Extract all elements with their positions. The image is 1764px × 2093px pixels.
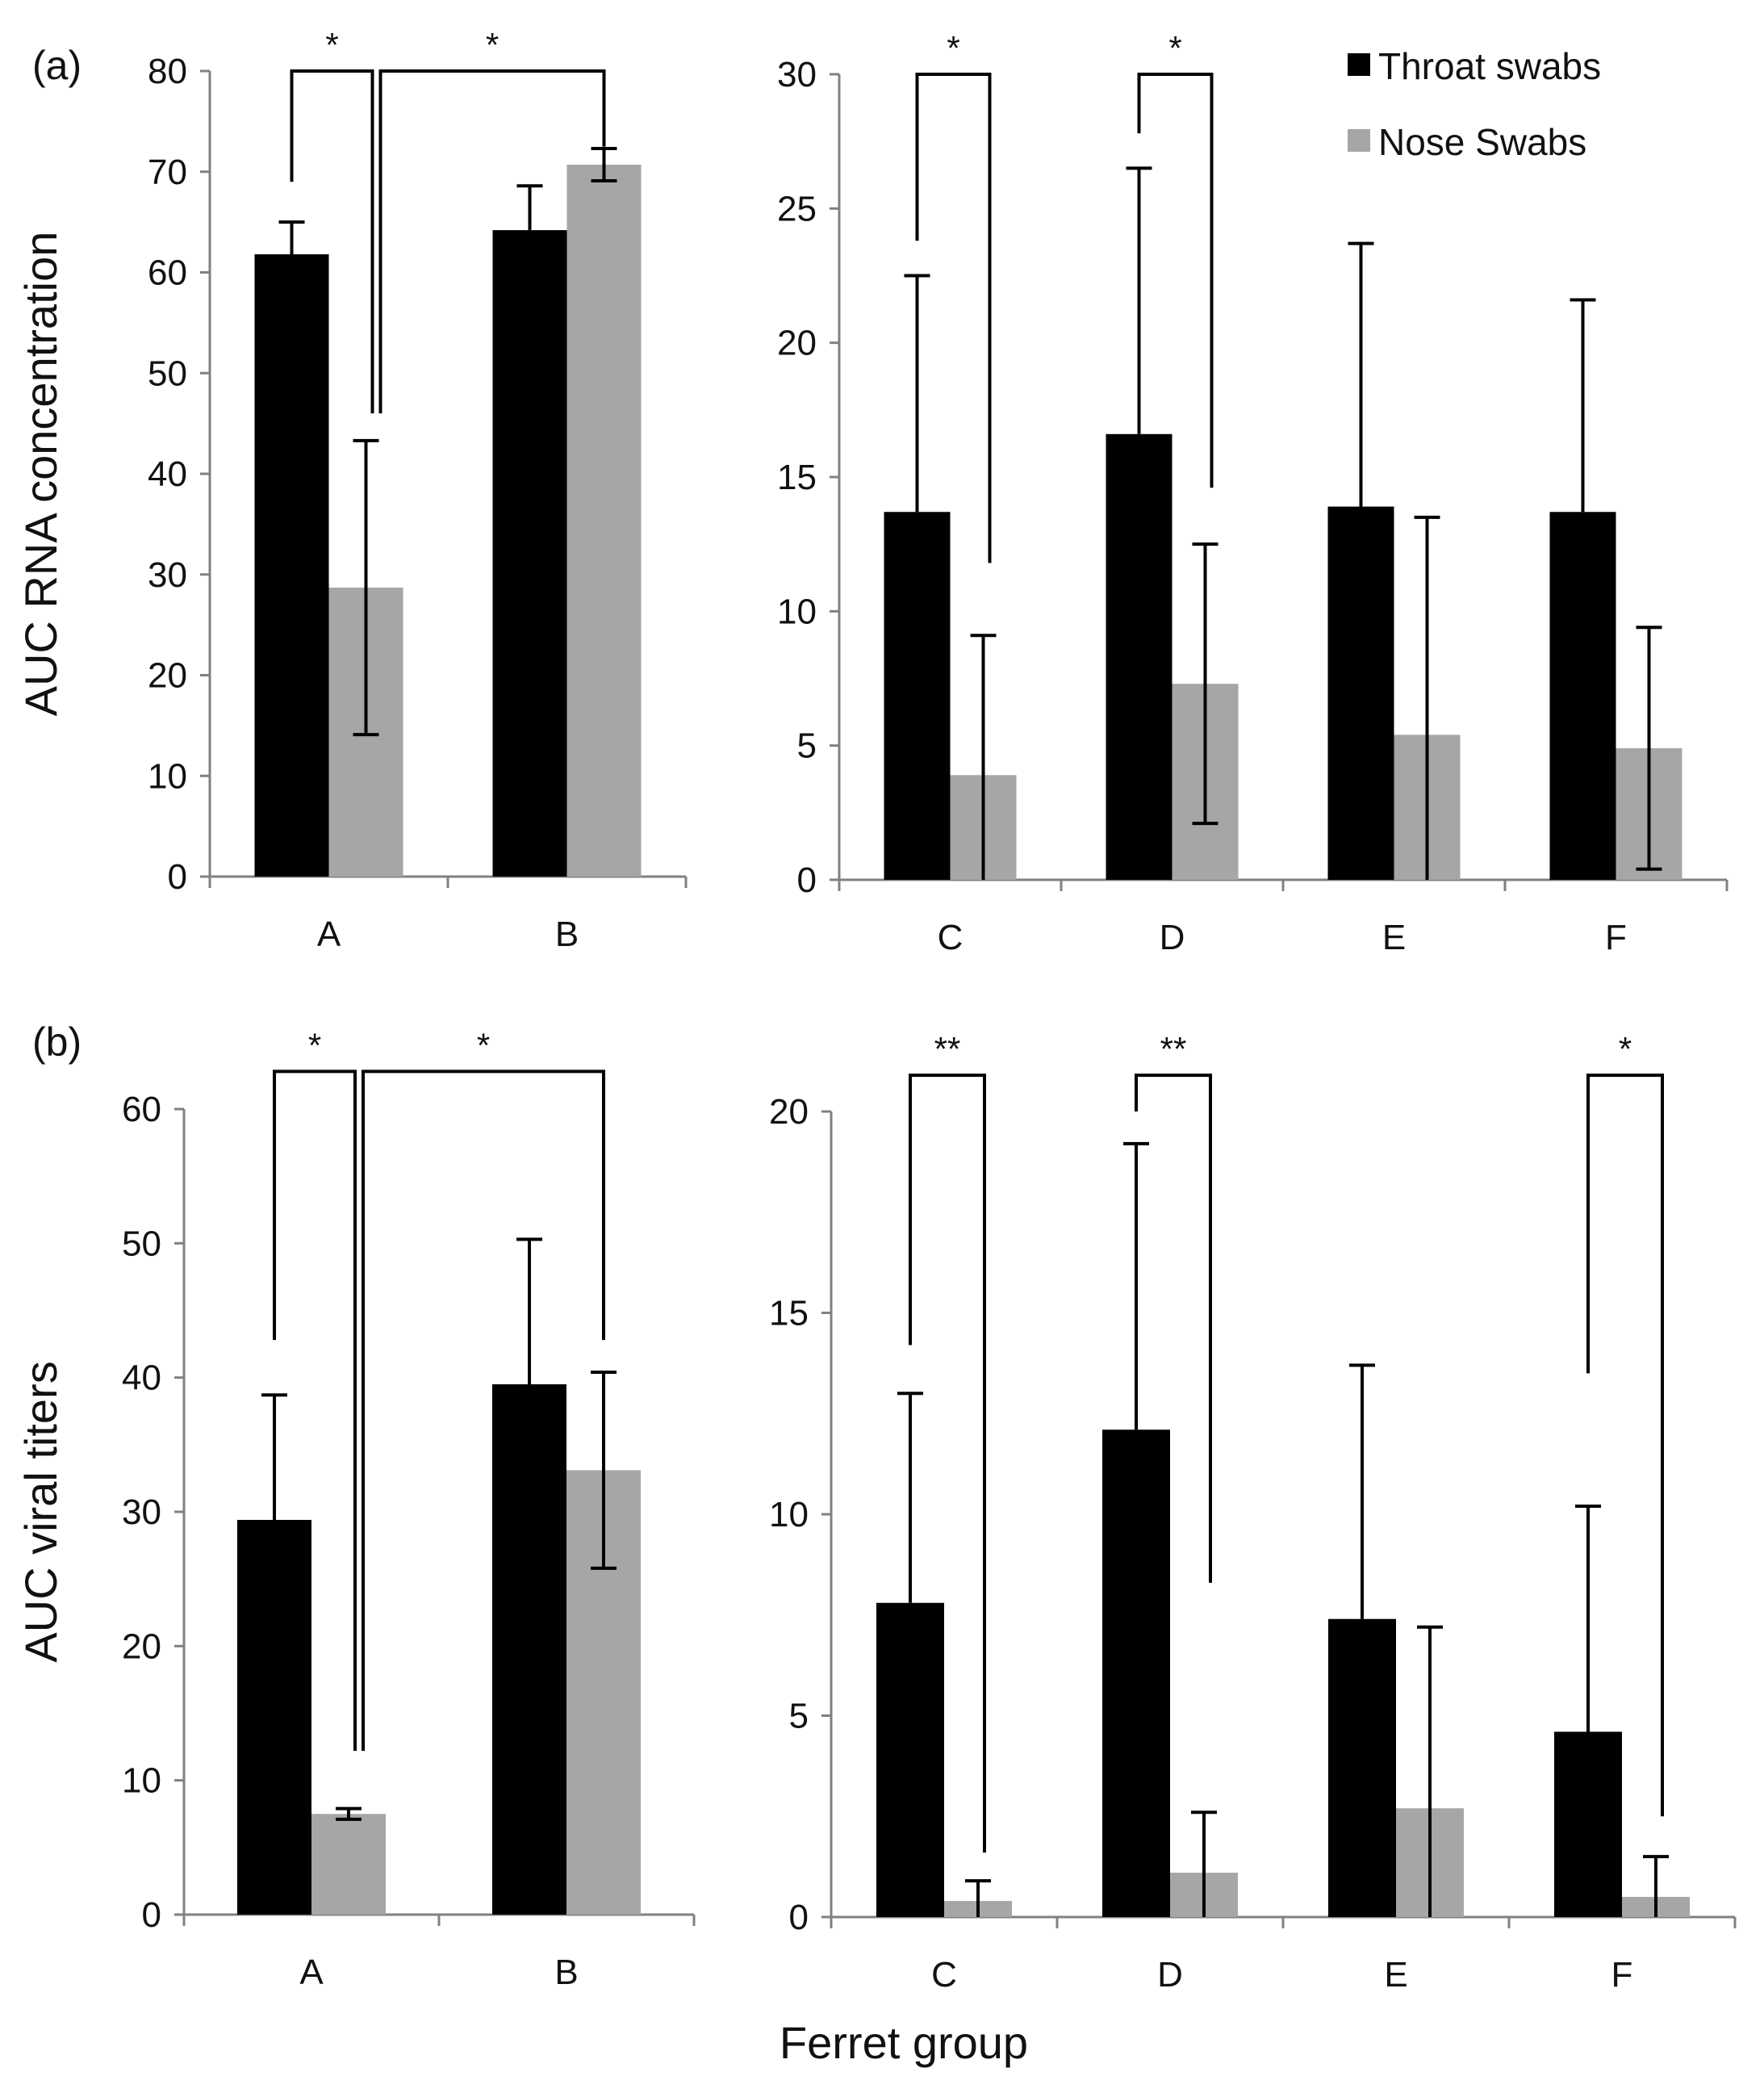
bar-throat-swabs-A (237, 1519, 311, 1915)
x-tick-label: E (1384, 1955, 1407, 1995)
bar-throat-swabs-E (1327, 506, 1394, 880)
x-tick-label: F (1611, 1955, 1633, 1995)
bar-throat-swabs-B (492, 230, 567, 877)
y-tick-label: 50 (122, 1224, 161, 1263)
y-tick-label: 0 (789, 1898, 809, 1937)
bar-nose-swabs-B (566, 165, 642, 877)
y-tick-label: 20 (769, 1092, 809, 1132)
y-tick-label: 15 (777, 458, 817, 497)
y-tick-label: 20 (148, 656, 187, 696)
y-tick-label: 10 (122, 1761, 161, 1801)
x-tick-label: D (1157, 1955, 1183, 1995)
x-tick-label: A (317, 915, 341, 954)
y-tick-label: 70 (148, 153, 187, 192)
panel-label: (b) (32, 1019, 82, 1065)
chart-b-left: 0 10 20 30 40 50 60 A B * * (b) AUC viral titers (15, 1019, 696, 1992)
significance-bracket (378, 69, 606, 414)
legend-label-throat: Throat swabs (1378, 45, 1601, 87)
y-tick-label: 10 (769, 1495, 809, 1534)
significance-bracket (1135, 1074, 1212, 1583)
x-tick-label: F (1605, 918, 1627, 957)
legend-swatch-nose (1348, 129, 1370, 152)
y-tick-label: 40 (122, 1358, 161, 1398)
x-tick-label: B (554, 1953, 578, 1992)
y-tick-label: 10 (148, 756, 187, 796)
y-tick-label: 20 (777, 324, 817, 363)
bar-nose-swabs-A (311, 1814, 386, 1915)
bar-throat-swabs-A (254, 254, 329, 877)
significance-label: * (308, 1026, 321, 1064)
y-tick-label: 10 (777, 592, 817, 631)
chart-a-left: 0 10 20 30 40 50 60 70 80 A B * * (a) AUC RNA concentr… (15, 26, 688, 954)
x-tick-label: D (1160, 918, 1185, 957)
significance-label: ** (1160, 1030, 1187, 1068)
y-tick-label: 60 (148, 253, 187, 293)
y-tick-label: 30 (122, 1492, 161, 1532)
bar-throat-swabs-D (1102, 1430, 1170, 1917)
y-tick-label: 15 (769, 1294, 809, 1333)
y-tick-label: 40 (148, 454, 187, 494)
x-tick-label: C (931, 1955, 957, 1995)
y-tick-label: 20 (122, 1626, 161, 1666)
y-tick-label: 0 (142, 1895, 161, 1935)
significance-bracket (273, 1070, 357, 1752)
x-tick-label: E (1382, 918, 1406, 957)
bar-throat-swabs-F (1554, 1731, 1622, 1917)
x-tick-label: A (299, 1953, 324, 1992)
significance-label: * (486, 26, 499, 64)
significance-bracket (1137, 73, 1214, 488)
bar-throat-swabs-C (876, 1602, 944, 1917)
y-tick-label: 80 (148, 52, 187, 91)
significance-bracket (909, 1074, 986, 1853)
significance-label: ** (934, 1030, 961, 1068)
significance-label: * (477, 1026, 490, 1064)
legend-swatch-throat (1348, 53, 1370, 76)
bar-throat-swabs-D (1106, 433, 1173, 880)
significance-label: * (1168, 29, 1181, 67)
significance-label: * (947, 29, 959, 67)
y-tick-label: 60 (122, 1090, 161, 1129)
legend-label-nose: Nose Swabs (1378, 121, 1586, 163)
significance-label: * (1619, 1030, 1632, 1068)
bar-throat-swabs-C (884, 512, 951, 880)
x-tick-label: C (938, 918, 964, 957)
significance-bracket (915, 73, 992, 563)
panel-label: (a) (32, 43, 82, 88)
y-tick-label: 25 (777, 189, 817, 228)
y-tick-label: 30 (777, 55, 817, 94)
significance-bracket (1586, 1074, 1664, 1817)
y-tick-label: 5 (789, 1697, 809, 1736)
y-tick-label: 5 (797, 726, 817, 766)
y-axis-title: AUC RNA concentration (15, 232, 66, 717)
significance-label: * (325, 26, 338, 64)
x-axis-title: Ferret group (780, 2017, 1028, 2068)
bar-throat-swabs-F (1549, 512, 1616, 880)
bar-throat-swabs-B (492, 1383, 566, 1915)
significance-bracket (362, 1070, 605, 1752)
legend: Throat swabs Nose Swabs (1348, 45, 1601, 163)
chart-a-right: 0 5 10 15 20 25 30 C D E F * * (777, 29, 1728, 957)
y-tick-label: 0 (797, 860, 817, 900)
y-axis-title: AUC viral titers (15, 1361, 66, 1662)
y-tick-label: 0 (168, 857, 187, 897)
y-tick-label: 50 (148, 354, 187, 393)
x-tick-label: B (555, 915, 579, 954)
bar-throat-swabs-E (1328, 1618, 1396, 1917)
significance-bracket (290, 69, 374, 414)
y-tick-label: 30 (148, 555, 187, 595)
